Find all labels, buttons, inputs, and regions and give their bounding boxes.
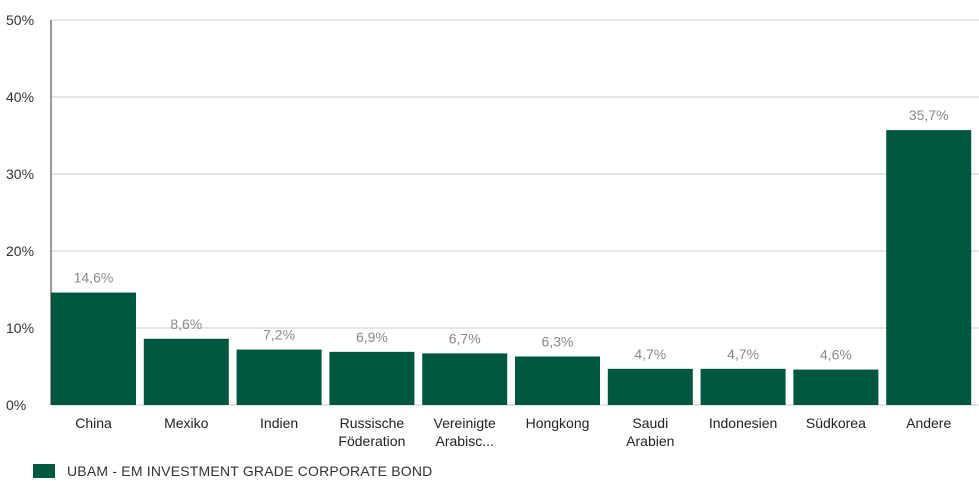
category-label: Andere: [906, 415, 951, 431]
bar: [607, 368, 693, 405]
bar: [51, 292, 136, 405]
bar: [143, 338, 229, 405]
category-label: Russische Föderation: [338, 415, 405, 449]
data-label: 6,7%: [449, 330, 481, 346]
bar: [329, 351, 415, 405]
category-label: Südkorea: [806, 415, 866, 431]
y-tick-label: 50%: [6, 12, 34, 28]
y-tick-label: 30%: [6, 166, 34, 182]
data-labels: 14,6% 8,6% 7,2% 6,9% 6,7% 6,3% 4,7% 4,7% 4,6% 35,…: [74, 107, 949, 362]
legend-label: UBAM - EM INVESTMENT GRADE CORPORATE BON…: [67, 463, 433, 479]
data-label: 7,2%: [263, 327, 295, 343]
data-label: 4,7%: [634, 346, 666, 362]
y-tick-label: 20%: [6, 243, 34, 259]
category-label: Saudi Arabien: [626, 415, 674, 449]
y-tick-label: 10%: [6, 320, 34, 336]
legend: UBAM - EM INVESTMENT GRADE CORPORATE BON…: [33, 461, 433, 481]
y-axis-ticks: 0% 10% 20% 30% 40% 50%: [6, 12, 34, 413]
y-tick-label: 0%: [6, 397, 26, 413]
category-label: Mexiko: [164, 415, 209, 431]
data-label: 6,9%: [356, 329, 388, 345]
data-label: 14,6%: [74, 270, 114, 286]
y-tick-label: 40%: [6, 89, 34, 105]
legend-swatch: [33, 464, 55, 478]
bar: [422, 353, 508, 405]
bar: [515, 356, 600, 405]
category-label: Hongkong: [526, 415, 590, 431]
data-label: 4,7%: [727, 346, 759, 362]
bar: [886, 130, 972, 406]
category-label: Indien: [260, 415, 298, 431]
data-label: 35,7%: [909, 107, 949, 123]
bar: [236, 349, 322, 405]
x-axis-categories: China Mexiko Indien Russische Föderation Vere…: [75, 415, 951, 449]
data-label: 6,3%: [542, 333, 574, 349]
category-label: China: [75, 415, 112, 431]
bar: [793, 369, 879, 405]
bars: [51, 130, 972, 406]
category-label: Vereinigte Arabisc...: [434, 415, 496, 449]
bar: [700, 368, 786, 405]
data-label: 4,6%: [820, 347, 852, 363]
category-label: Indonesien: [709, 415, 778, 431]
data-label: 8,6%: [170, 316, 202, 332]
